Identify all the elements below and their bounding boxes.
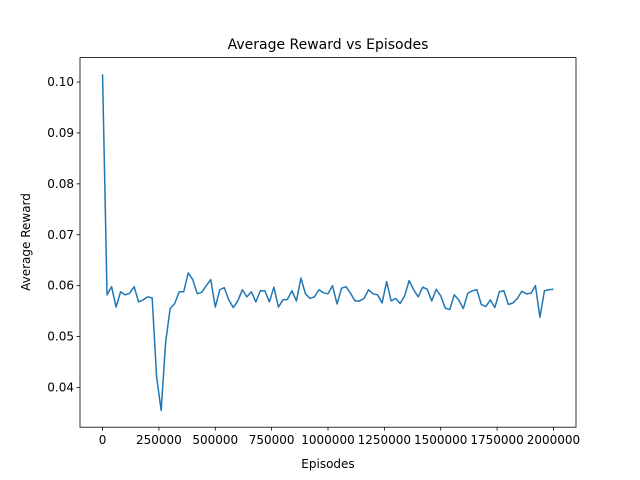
plot-frame: [79, 57, 577, 428]
y-tick-label: 0.08: [47, 177, 74, 191]
y-tick-label: 0.04: [47, 380, 74, 394]
x-tick-label: 1750000: [470, 433, 523, 447]
y-tick-label: 0.07: [47, 228, 74, 242]
x-tick-label: 750000: [249, 433, 295, 447]
x-axis-label: Episodes: [301, 457, 354, 471]
x-tick-label: 1000000: [301, 433, 354, 447]
chart-title: Average Reward vs Episodes: [228, 37, 429, 53]
x-tick-label: 500000: [192, 433, 238, 447]
x-tick-label: 1250000: [358, 433, 411, 447]
x-tick-label: 250000: [136, 433, 182, 447]
y-tick-label: 0.06: [47, 279, 74, 293]
y-tick-label: 0.09: [47, 126, 74, 140]
y-axis-label: Average Reward: [19, 193, 33, 291]
x-tick-label: 2000000: [527, 433, 580, 447]
x-tick-label: 1500000: [414, 433, 467, 447]
x-tick-label: 0: [99, 433, 107, 447]
y-tick-label: 0.05: [47, 330, 74, 344]
y-tick-label: 0.10: [47, 75, 74, 89]
data-line: [101, 74, 554, 412]
